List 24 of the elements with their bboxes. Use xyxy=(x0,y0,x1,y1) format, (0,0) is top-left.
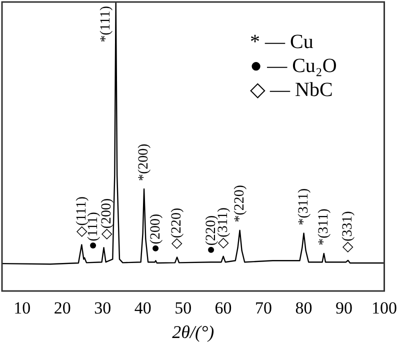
annotation: ● — Cu₂O xyxy=(250,54,337,78)
x-tick-label: 10 xyxy=(14,298,31,318)
annotation: *(200) xyxy=(136,143,152,181)
x-tick-label: 40 xyxy=(134,298,152,318)
annotation: * — Cu xyxy=(250,30,314,54)
x-tick-label: 70 xyxy=(255,298,272,318)
x-tick-label: 90 xyxy=(336,298,353,318)
annotation: *(111) xyxy=(98,6,114,42)
annotation: *(311) xyxy=(296,188,312,226)
annotation: ●(200) xyxy=(148,214,164,253)
x-axis-title: 2θ/(°) xyxy=(172,322,214,342)
annotation: ◇(331) xyxy=(340,210,356,252)
annotation: *(220) xyxy=(232,184,248,222)
x-tick-label: 20 xyxy=(54,298,71,318)
annotation: ◇(220) xyxy=(170,208,185,250)
x-tick-label: 80 xyxy=(295,298,312,318)
annotation: ◇ — NbC xyxy=(250,78,334,102)
annotation: *(311) xyxy=(316,208,332,246)
annotation: ◇(200) xyxy=(99,198,114,240)
x-tick-label: 50 xyxy=(174,298,192,318)
x-tick-label: 100 xyxy=(372,298,397,318)
annotation: ●(220) xyxy=(204,214,219,254)
x-tick-label: 30 xyxy=(94,298,112,318)
x-tick-label: 60 xyxy=(214,298,232,318)
